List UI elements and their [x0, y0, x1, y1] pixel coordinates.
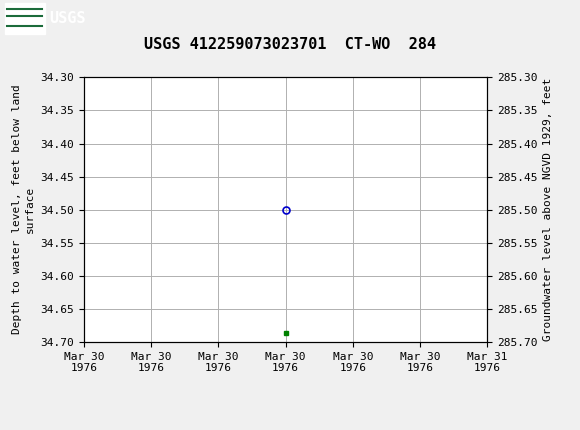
Y-axis label: Groundwater level above NGVD 1929, feet: Groundwater level above NGVD 1929, feet	[543, 78, 553, 341]
Y-axis label: Depth to water level, feet below land
surface: Depth to water level, feet below land su…	[12, 85, 35, 335]
Bar	[5, 3, 45, 34]
Text: USGS: USGS	[49, 11, 86, 26]
Text: USGS 412259073023701  CT-WO  284: USGS 412259073023701 CT-WO 284	[144, 37, 436, 52]
